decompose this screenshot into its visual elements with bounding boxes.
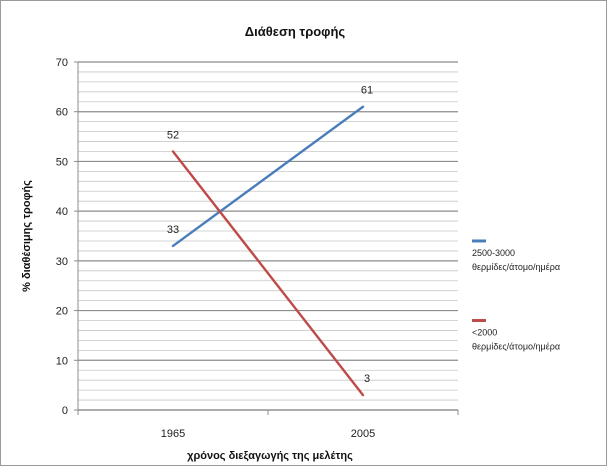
x-tick-label: 1965 <box>161 428 185 440</box>
series-line <box>171 150 365 397</box>
y-tick-label: 40 <box>56 206 68 218</box>
data-label: 3 <box>364 373 370 385</box>
data-label: 52 <box>167 129 179 141</box>
series-lines <box>171 105 365 397</box>
data-label: 33 <box>167 224 179 236</box>
grid-lines <box>77 61 458 411</box>
y-tick-label: 10 <box>56 355 68 367</box>
y-tick-label: 70 <box>56 57 68 69</box>
y-tick-label: 20 <box>56 306 68 318</box>
y-tick-label: 0 <box>62 405 68 417</box>
y-axis-title: % διαθέσιμης τροφής <box>21 180 33 292</box>
y-tick-label: 60 <box>56 107 68 119</box>
y-tick-label: 50 <box>56 156 68 168</box>
legend-label: θερμίδες/άτομο/ημέρα <box>472 342 560 352</box>
legend-label: θερμίδες/άτομο/ημέρα <box>472 262 560 272</box>
chart-title: Διάθεση τροφής <box>245 24 346 39</box>
y-tick-label: 30 <box>56 256 68 268</box>
data-labels: 33 61 52 3 <box>167 85 373 385</box>
x-axis-ticks: 1965 2005 <box>77 410 459 440</box>
y-axis-ticks: 0 10 20 30 40 50 60 70 <box>56 57 78 417</box>
legend-label: <2000 <box>472 328 497 338</box>
series-line <box>171 105 365 248</box>
legend-label: 2500-3000 <box>472 248 515 258</box>
legend: 2500-3000 θερμίδες/άτομο/ημέρα <2000 θερμίδ… <box>472 239 560 352</box>
x-axis-title: χρόνος διεξαγωγής της μελέτης <box>187 450 353 462</box>
x-tick-label: 2005 <box>351 428 375 440</box>
data-label: 61 <box>361 85 373 97</box>
